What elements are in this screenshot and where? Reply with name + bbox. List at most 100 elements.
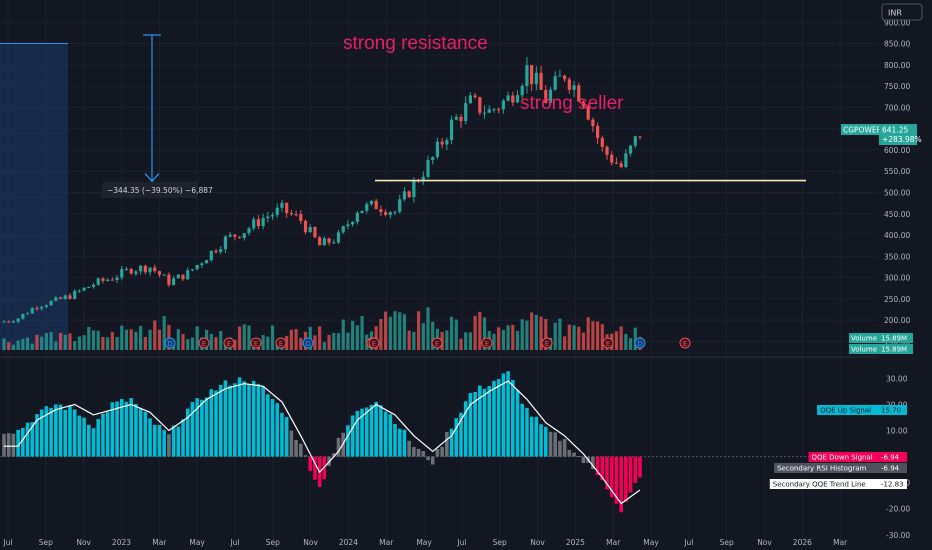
measure-label: −344.35 (−39.50%) −6,887 [107, 186, 213, 195]
candle-body [525, 65, 529, 87]
volume-legend: Volume 15.89M Volume 15.89M [849, 333, 913, 354]
qqe-histogram-bar [110, 402, 115, 457]
qqe-histogram-bar [6, 433, 11, 457]
candle-body [327, 238, 331, 243]
candle-body [195, 264, 199, 270]
qqe-histogram-bar [496, 379, 501, 457]
qqe-histogram-bar [360, 408, 364, 457]
candle-body [464, 103, 468, 122]
candle-body [21, 313, 25, 319]
volume-bar [30, 343, 34, 350]
osc-legend-name-bg [774, 463, 879, 473]
osc-legend-name-bg [808, 452, 879, 462]
qqe-histogram-bar [16, 429, 20, 457]
candle-body [172, 278, 176, 285]
qqe-histogram-bar [308, 456, 313, 471]
qqe-histogram-bar [167, 434, 171, 457]
volume-bar [134, 331, 138, 350]
volume-bar [591, 321, 595, 350]
volume-bar [157, 329, 162, 350]
candle-body [322, 238, 326, 246]
candle-body [233, 234, 237, 237]
candle-body [190, 269, 195, 271]
qqe-histogram-bar [209, 389, 214, 457]
qqe-histogram-bar [412, 446, 416, 457]
volume-bar [327, 334, 331, 350]
candle-body [497, 109, 501, 111]
volume-bar [124, 329, 129, 350]
volume-bar [360, 315, 364, 350]
candle-body [63, 295, 67, 299]
osc-legend-name-bg [769, 479, 879, 489]
osc-tick-label: 30.00 [886, 374, 908, 383]
time-tick-label: May [416, 538, 432, 547]
time-tick-label: Nov [303, 538, 318, 547]
event-marker [302, 337, 314, 349]
symbol-tag[interactable] [841, 124, 879, 135]
volume-bar [426, 307, 430, 350]
candle-body [252, 219, 256, 229]
time-tick-label: Nov [757, 538, 772, 547]
volume-bar [336, 333, 341, 350]
time-axis[interactable]: Jul Sep Nov 2023 Mar May Jul Sep Nov 2024 Mar May Ju… [2, 538, 848, 547]
qqe-histogram-bar [77, 415, 82, 457]
qqe-histogram-bar [289, 430, 294, 457]
candle-body [610, 154, 614, 163]
event-marker [164, 337, 176, 349]
annotation-resistance[interactable]: strong resistance [343, 33, 488, 54]
event-marker [198, 337, 210, 349]
candle-body [591, 119, 595, 127]
candle-body [388, 212, 392, 215]
event-marker-label: E [202, 340, 206, 348]
qqe-histogram-bar [44, 406, 49, 457]
candle-body [421, 176, 425, 182]
price-tick-label: 250.00 [884, 295, 910, 304]
volume-bar [54, 341, 58, 350]
qqe-histogram-bar [280, 412, 284, 457]
qqe-histogram-bar [595, 456, 600, 476]
qqe-histogram-bar [39, 409, 44, 457]
qqe-histogram-bar [105, 412, 110, 457]
qqe-histogram-bar [242, 381, 247, 457]
price-tick-label: 350.00 [884, 252, 910, 261]
qqe-histogram-bar [162, 430, 166, 457]
candle-body [440, 141, 444, 145]
qqe-histogram-bar [25, 422, 30, 457]
volume-bar [237, 326, 242, 350]
currency-badge[interactable] [881, 3, 923, 21]
candle-body [285, 202, 289, 214]
volume-bar [299, 337, 303, 350]
candle-body [134, 271, 138, 274]
candle-body [204, 260, 209, 264]
candle-body [129, 268, 133, 274]
qqe-histogram-bar [266, 394, 270, 457]
candle-body [96, 278, 100, 285]
volume-bar [153, 320, 157, 350]
volume-bar [322, 342, 326, 350]
qqe-histogram-bar [115, 401, 119, 457]
volume-bar [454, 319, 458, 350]
qqe-histogram-bar [134, 403, 138, 457]
qqe-histogram-bar [449, 428, 454, 457]
volume-bar [393, 311, 397, 350]
price-tag[interactable] [879, 124, 917, 145]
qqe-histogram-bar [364, 407, 369, 457]
event-markers[interactable]: DEEEEDEEEEEEDE [164, 337, 691, 349]
volume-legend-value-bg [879, 333, 913, 343]
price-candles [2, 56, 642, 324]
candle-body [2, 321, 6, 323]
candle-body [167, 274, 171, 285]
volume-bar [412, 331, 416, 350]
qqe-histogram-bar [482, 388, 487, 457]
qqe-histogram-bar [459, 412, 463, 457]
candle-body [266, 216, 270, 219]
event-marker [431, 337, 443, 349]
candle-body [624, 153, 628, 168]
price-tick-label: 700.00 [884, 103, 910, 112]
osc-legend-name-bg [817, 405, 879, 415]
annotation-seller[interactable]: strong seller [520, 93, 624, 114]
candle-body [7, 321, 11, 323]
candle-body [139, 265, 143, 272]
candle-body [445, 140, 449, 145]
